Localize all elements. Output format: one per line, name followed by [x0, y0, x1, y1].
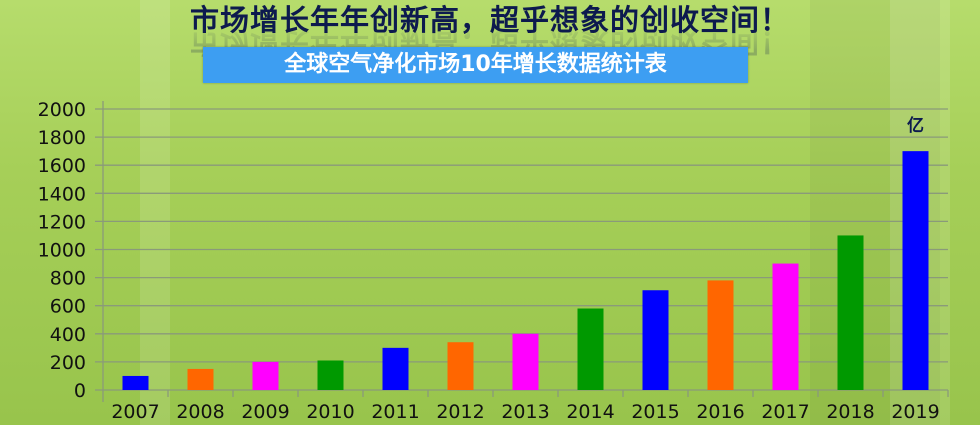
bar-2017	[772, 263, 799, 390]
y-tick-label: 400	[50, 324, 86, 346]
bar-2012	[447, 342, 474, 390]
y-tick-label: 1400	[38, 183, 86, 205]
bar-2008	[187, 368, 214, 390]
headline: 市场增长年年创新高，超乎想象的创收空间！	[189, 3, 790, 37]
x-tick-label: 2012	[436, 401, 484, 423]
bar-2019	[902, 151, 929, 390]
y-tick-label: 1800	[38, 127, 86, 149]
bar-2010	[317, 360, 344, 390]
bar-2015	[642, 290, 669, 390]
bar-2011	[382, 347, 409, 390]
bar-2007	[122, 375, 149, 390]
y-tick-label: 1000	[38, 240, 86, 262]
x-tick-label: 2009	[241, 401, 289, 423]
y-tick-label: 2000	[38, 99, 86, 121]
bar-2009	[252, 361, 279, 390]
unit-label: 亿	[907, 115, 924, 136]
x-tick-label: 2015	[631, 401, 679, 423]
x-tick-label: 2017	[761, 401, 809, 423]
y-tick-label: 600	[50, 296, 86, 318]
x-tick-label: 2008	[176, 401, 224, 423]
x-tick-label: 2014	[566, 401, 614, 423]
bar-2016	[707, 280, 734, 390]
x-tick-label: 2011	[371, 401, 419, 423]
x-tick-label: 2007	[111, 401, 159, 423]
y-tick-label: 1200	[38, 211, 86, 233]
y-tick-label: 0	[74, 380, 86, 402]
x-tick-label: 2019	[891, 401, 939, 423]
x-tick-label: 2018	[826, 401, 874, 423]
bar-2013	[512, 333, 539, 390]
x-tick-label: 2013	[501, 401, 549, 423]
y-tick-label: 800	[50, 268, 86, 290]
bar-2014	[577, 308, 604, 390]
chart-title-banner: 全球空气净化市场10年增长数据统计表	[203, 47, 748, 83]
y-tick-label: 200	[50, 352, 86, 374]
bar-2018	[837, 235, 864, 390]
x-tick-label: 2016	[696, 401, 744, 423]
x-tick-label: 2010	[306, 401, 354, 423]
y-tick-label: 1600	[38, 155, 86, 177]
